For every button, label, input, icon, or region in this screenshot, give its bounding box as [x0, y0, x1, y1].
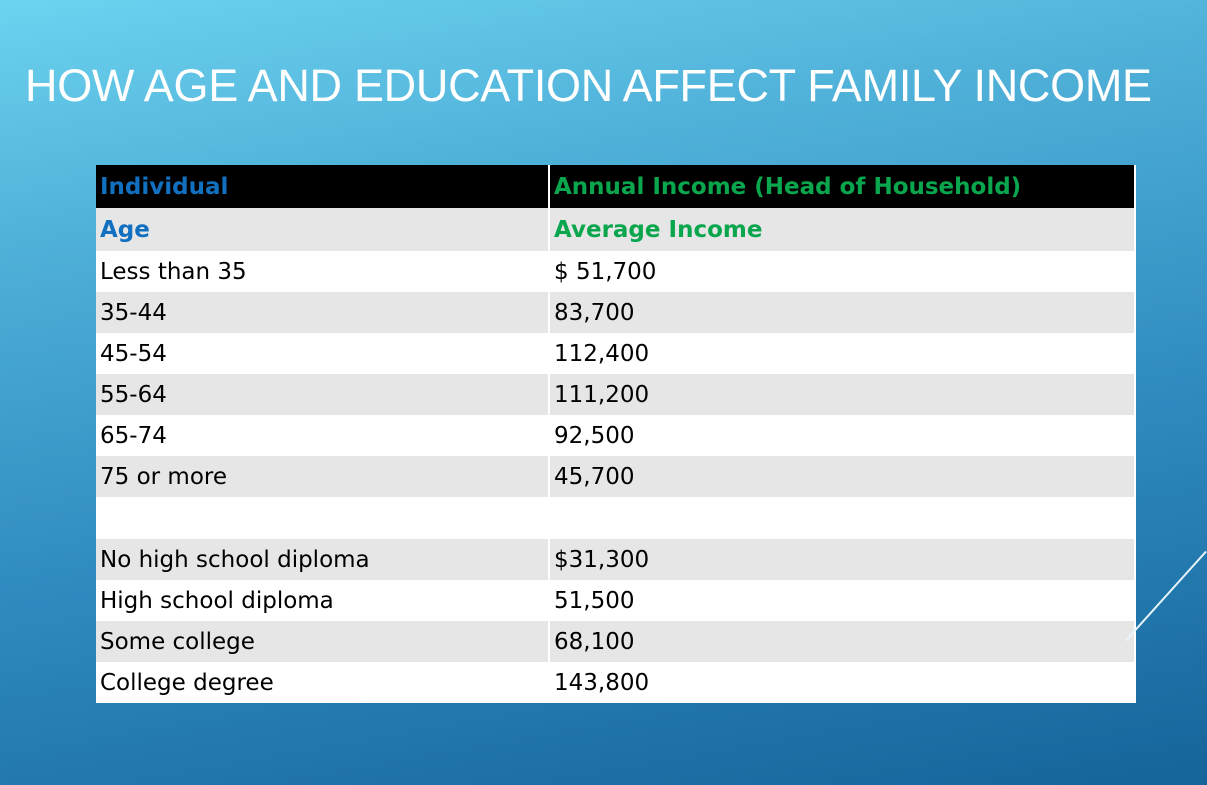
- subheader-average-income: Average Income: [549, 208, 1136, 251]
- table-row: No high school diploma $31,300: [96, 539, 1136, 580]
- row-value: 51,500: [549, 580, 1136, 621]
- row-label: 65-74: [96, 415, 550, 456]
- table-row: 35-44 83,700: [96, 292, 1136, 333]
- table-row: Less than 35 $ 51,700: [96, 251, 1136, 292]
- income-table: Individual Annual Income (Head of Househ…: [96, 165, 1136, 703]
- table-row: 45-54 112,400: [96, 333, 1136, 374]
- row-label: 35-44: [96, 292, 550, 333]
- row-value: 68,100: [549, 621, 1136, 662]
- row-value: 111,200: [549, 374, 1136, 415]
- row-value: 83,700: [549, 292, 1136, 333]
- table-header-row: Individual Annual Income (Head of Househ…: [96, 165, 1136, 208]
- row-label: College degree: [96, 662, 550, 703]
- decorative-diagonal-line: [1125, 550, 1207, 642]
- row-value: $ 51,700: [549, 251, 1136, 292]
- row-label: 45-54: [96, 333, 550, 374]
- subheader-age: Age: [96, 208, 550, 251]
- table-row: 65-74 92,500: [96, 415, 1136, 456]
- table-row: College degree 143,800: [96, 662, 1136, 703]
- table-row: High school diploma 51,500: [96, 580, 1136, 621]
- row-label: Less than 35: [96, 251, 550, 292]
- row-label: Some college: [96, 621, 550, 662]
- header-annual-income: Annual Income (Head of Household): [549, 165, 1136, 208]
- table-subheader-row: Age Average Income: [96, 208, 1136, 251]
- row-value: 45,700: [549, 456, 1136, 497]
- row-label: No high school diploma: [96, 539, 550, 580]
- row-label: High school diploma: [96, 580, 550, 621]
- table-row-blank: [96, 497, 1136, 539]
- slide-title: HOW AGE AND EDUCATION AFFECT FAMILY INCO…: [25, 60, 1152, 111]
- table-row: 75 or more 45,700: [96, 456, 1136, 497]
- row-value: $31,300: [549, 539, 1136, 580]
- blank-cell: [549, 497, 1136, 539]
- blank-cell: [96, 497, 550, 539]
- row-label: 55-64: [96, 374, 550, 415]
- row-value: 112,400: [549, 333, 1136, 374]
- row-value: 143,800: [549, 662, 1136, 703]
- row-value: 92,500: [549, 415, 1136, 456]
- table-row: Some college 68,100: [96, 621, 1136, 662]
- header-individual: Individual: [96, 165, 550, 208]
- table-row: 55-64 111,200: [96, 374, 1136, 415]
- row-label: 75 or more: [96, 456, 550, 497]
